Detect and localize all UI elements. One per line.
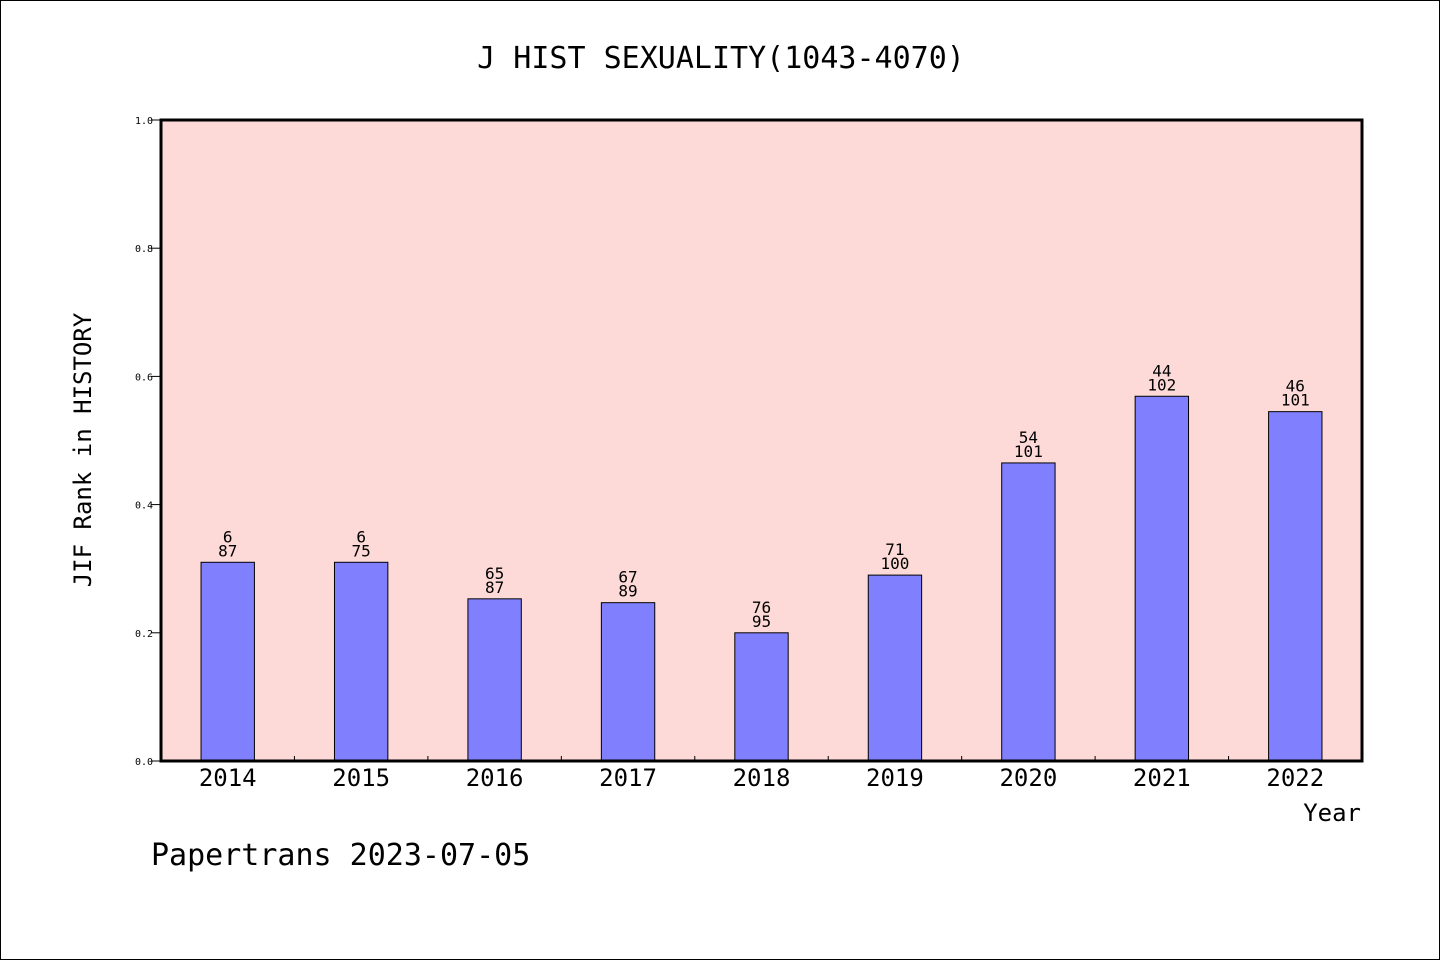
y-axis: 0.0 0.2 0.4 0.6 0.8 1.0	[135, 116, 161, 768]
x-axis: 2014 2015 2016 2017 2018 2019 2020 2021 2022	[199, 756, 1324, 792]
x-tick-label-2019: 2019	[866, 764, 924, 792]
x-tick-label-2015: 2015	[332, 764, 390, 792]
data-label-rank-2020: 54	[1019, 428, 1038, 447]
data-label-total-2021: 102	[1147, 375, 1176, 394]
bar-2016	[467, 598, 522, 762]
bar-2018	[734, 632, 789, 762]
data-label-rank-2018: 76	[752, 598, 771, 617]
data-label-total-2020: 101	[1014, 442, 1043, 461]
bars-group	[200, 395, 1323, 762]
data-label-rank-2022: 46	[1286, 377, 1305, 396]
y-tick-label-1.0: 1.0	[135, 116, 153, 127]
data-label-rank-2019: 71	[885, 540, 904, 559]
data-label-total-2014: 87	[218, 541, 237, 560]
data-label-total-2018: 95	[752, 612, 771, 631]
bar-2022	[1268, 411, 1323, 762]
x-tick-label-2016: 2016	[466, 764, 524, 792]
data-label-rank-2014: 6	[223, 527, 233, 546]
data-label-rank-2015: 6	[356, 527, 366, 546]
data-label-rank-2017: 67	[618, 568, 637, 587]
data-label-total-2022: 101	[1281, 391, 1310, 410]
bar-2021	[1134, 395, 1190, 762]
y-tick-label-0.8: 0.8	[135, 244, 153, 255]
chart-title: J HIST SEXUALITY(1043-4070)	[477, 41, 965, 76]
bar-2017	[600, 602, 656, 762]
x-tick-label-2017: 2017	[599, 764, 657, 792]
data-label-total-2015: 75	[352, 541, 371, 560]
x-axis-label: Year	[1303, 799, 1361, 827]
bar-2014	[200, 561, 255, 762]
bar-2019	[867, 574, 923, 762]
data-label-rank-2021: 44	[1152, 361, 1171, 380]
plot-border	[159, 118, 1364, 763]
data-label-total-2019: 100	[880, 554, 909, 573]
bar-2015	[333, 561, 389, 762]
x-tick-label-2021: 2021	[1133, 764, 1191, 792]
data-label-total-2016: 87	[485, 578, 504, 597]
x-tick-label-2018: 2018	[733, 764, 791, 792]
y-tick-label-0.0: 0.0	[135, 757, 153, 768]
bar-2020	[1001, 462, 1056, 762]
y-tick-label-0.6: 0.6	[135, 372, 153, 383]
footer-watermark: Papertrans 2023-07-05	[151, 838, 530, 873]
y-tick-label-0.2: 0.2	[135, 629, 153, 640]
x-tick-label-2014: 2014	[199, 764, 257, 792]
y-tick-label-0.4: 0.4	[135, 501, 153, 512]
data-label-rank-2016: 65	[485, 564, 504, 583]
y-axis-label: JIF Rank in HISTORY	[69, 312, 97, 587]
x-tick-label-2022: 2022	[1266, 764, 1324, 792]
x-tick-label-2020: 2020	[999, 764, 1057, 792]
data-label-total-2017: 89	[618, 582, 637, 601]
